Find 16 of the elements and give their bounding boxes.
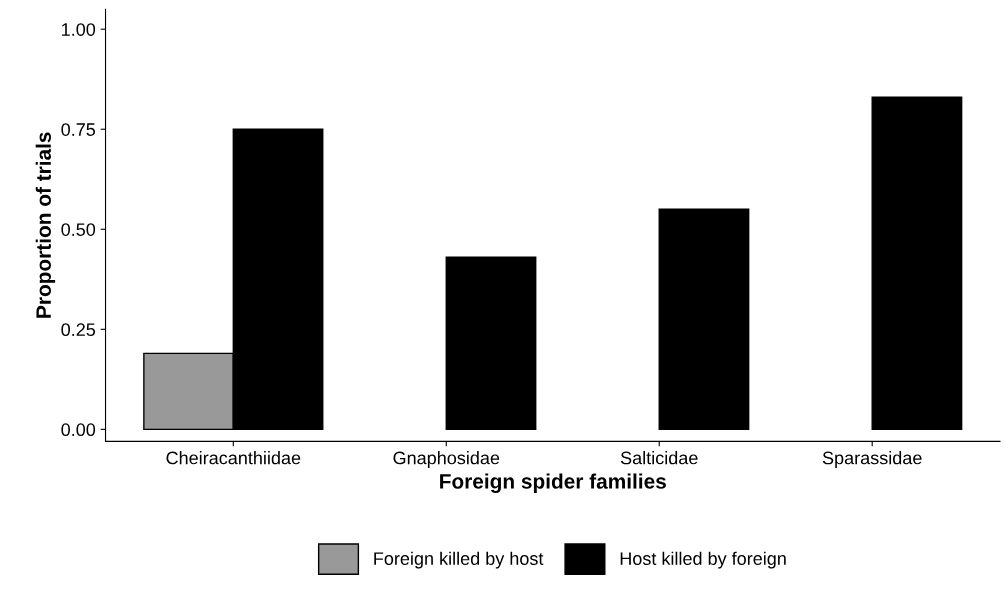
y-tick-label: 0.50 bbox=[61, 223, 96, 236]
y-axis-title: Proportion of trials bbox=[35, 132, 56, 318]
bar bbox=[871, 96, 963, 431]
legend-label: Foreign killed by host bbox=[374, 551, 544, 569]
x-tick-label: Salticidae bbox=[620, 451, 698, 465]
x-tick-label: Sparassidae bbox=[822, 451, 922, 468]
bar bbox=[445, 256, 537, 431]
y-tick-label: 0.25 bbox=[61, 323, 96, 337]
legend-label: Host killed by foreign bbox=[620, 551, 786, 569]
y-tick-label: 0.75 bbox=[61, 123, 96, 136]
y-tick-label: 1.00 bbox=[62, 23, 96, 36]
x-tick-label: Gnaphosidae bbox=[393, 451, 500, 468]
x-axis-title: Foreign spider families bbox=[440, 473, 666, 493]
bar bbox=[658, 208, 750, 431]
x-tick-label: Cheiracanthiidae bbox=[166, 451, 301, 465]
y-tick-label: 0.00 bbox=[61, 423, 96, 437]
